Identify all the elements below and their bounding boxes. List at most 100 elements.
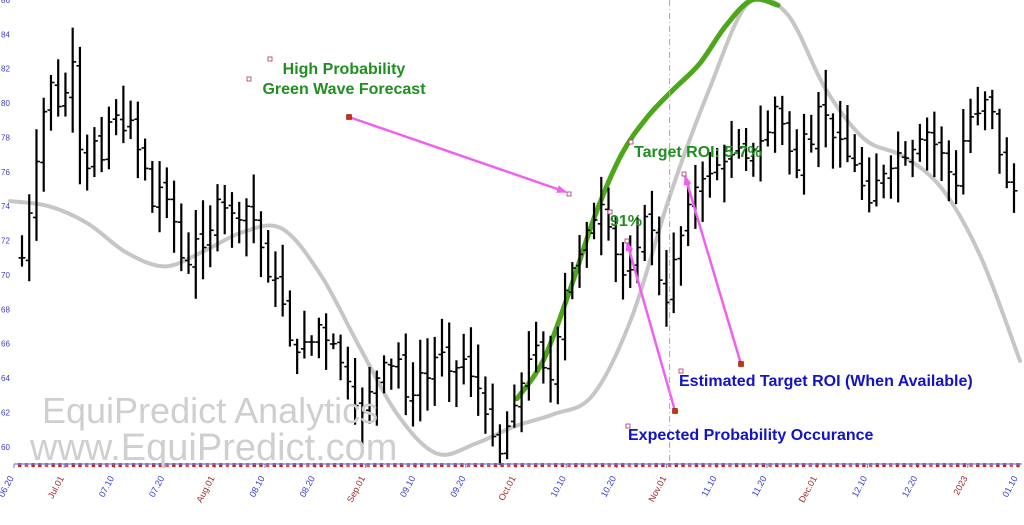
x-tick-label: Oct.01 [496,474,517,502]
session-marker [279,463,283,467]
session-marker [842,463,846,467]
session-marker [346,463,350,467]
session-marker [420,463,424,467]
session-marker [286,463,290,467]
y-tick-label: 60 [1,443,10,452]
x-tick-label: Dec.01 [797,474,819,504]
session-marker [145,463,149,467]
session-marker [111,463,116,467]
session-marker [105,463,109,467]
session-marker [587,463,591,467]
x-tick-label: 06.20 [0,474,16,499]
session-marker [1009,463,1013,467]
session-marker [815,463,819,467]
session-marker [795,463,799,467]
session-marker [353,463,357,467]
session-marker [527,463,531,467]
session-marker [969,463,973,467]
watermark-url: www.EquiPredict.com [30,427,398,469]
session-marker [513,463,518,467]
session-marker [379,463,384,467]
target-roi-arrow [683,175,743,365]
target-roi-label: Target ROI: 5-7% [634,144,762,161]
session-marker [848,463,853,467]
session-marker [433,463,437,467]
session-marker [487,463,491,467]
session-marker [1002,463,1007,467]
session-marker [453,463,457,467]
session-marker [708,463,712,467]
session-marker [473,463,477,467]
forecast-arrow [348,115,567,194]
session-marker [312,463,317,467]
probability-arrow [625,241,677,412]
y-tick-label: 76 [1,168,10,177]
session-marker [118,463,122,467]
green-wave-forecast-line1: High Probability [282,61,406,78]
probability-label: 91% [610,213,643,230]
session-marker [862,463,866,467]
session-marker [654,463,658,467]
green-wave-forecast-line2: Green Wave Forecast [262,81,426,98]
target-roi-arrow-anchor [738,361,744,367]
session-marker [808,463,812,467]
session-marker [440,463,444,467]
session-marker [131,463,136,467]
session-marker [326,463,330,467]
session-marker [466,463,471,467]
session-marker [426,463,431,467]
label-anchor-dot [624,238,630,244]
label-anchor-dot [566,191,572,197]
label-anchor-dot [681,171,687,177]
probability-arrow-anchor [672,408,678,414]
y-tick-label: 80 [1,99,10,108]
x-tick-label: 09.10 [398,474,417,499]
session-marker [781,463,786,467]
session-marker [205,463,209,467]
session-marker [239,463,243,467]
session-marker [373,463,377,467]
y-axis: 86 84 82 80 78 76 74 72 70 68 66 64 62 60 [1,0,10,452]
x-tick-label: 11.10 [699,474,718,498]
session-marker [232,463,236,467]
session-marker [339,463,343,467]
x-tick-label: 08.20 [298,474,317,499]
x-tick-label: 01.10 [1000,474,1019,499]
session-marker [31,463,35,467]
session-marker [982,463,987,467]
session-marker [734,463,739,467]
forecast-arrow-anchor [346,114,352,120]
session-marker [828,463,833,467]
session-marker [895,463,900,467]
annotation-arrows [246,56,744,429]
label-anchor-dot [267,56,273,62]
session-marker [989,463,993,467]
session-marker [661,463,665,467]
session-marker [138,463,142,467]
session-marker [51,463,55,467]
session-marker [688,463,692,467]
y-tick-label: 84 [1,30,10,39]
session-marker [520,463,524,467]
session-marker [956,463,960,467]
expected-probability-label: Expected Probability Occurance [628,427,874,444]
session-marker [600,463,605,467]
session-marker [949,463,953,467]
session-marker [835,463,839,467]
session-marker [882,463,886,467]
session-marker [306,463,310,467]
session-marker [192,463,196,467]
session-marker [748,463,752,467]
y-tick-label: 78 [1,133,10,142]
session-marker [681,463,685,467]
x-tick-label: Sep.01 [345,474,367,504]
session-marker [172,463,176,467]
x-tick-label: 07.20 [147,474,166,499]
forecast-waves [8,0,1022,457]
label-anchor-dot [607,209,613,215]
session-marker [547,463,551,467]
session-marker [332,463,337,467]
label-anchor-dot [246,76,252,82]
session-marker [962,463,967,467]
session-marker [245,463,250,467]
